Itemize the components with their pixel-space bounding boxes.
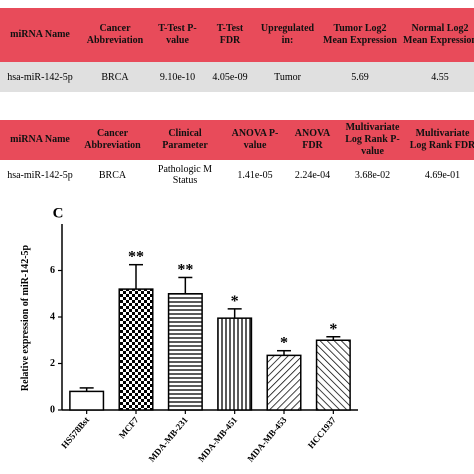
header-cell: Multivariate Log Rank P-value bbox=[340, 120, 405, 160]
cell: 1.41e-05 bbox=[237, 169, 273, 181]
cell: Tumor bbox=[274, 71, 301, 83]
significance-label: * bbox=[280, 335, 288, 352]
x-tick-label: MDA-MB-451 bbox=[196, 414, 240, 463]
x-tick-label: HCC1937 bbox=[306, 414, 338, 450]
x-tick-label: MDA-MB-453 bbox=[245, 414, 289, 463]
header-cell: ANOVA FDR bbox=[285, 120, 340, 160]
significance-label: ** bbox=[128, 249, 144, 266]
x-tick-label: MCF7 bbox=[117, 414, 141, 440]
x-tick-label: HS578Bst bbox=[59, 415, 91, 451]
significance-label: * bbox=[231, 293, 239, 310]
cell: 3.68e-02 bbox=[354, 169, 391, 181]
table: miRNA Name Cancer Abbreviation Clinical Pa… bbox=[0, 120, 474, 190]
significance-label: ** bbox=[177, 261, 193, 278]
header-cell: Cancer Abbreviation bbox=[80, 8, 150, 62]
header-cell: miRNA Name bbox=[0, 120, 80, 160]
table-2: miRNA Name Cancer Abbreviation Clinical Pa… bbox=[0, 120, 474, 190]
y-tick-label: 0 bbox=[50, 404, 55, 415]
bar bbox=[69, 390, 105, 411]
y-tick-label: 6 bbox=[50, 265, 55, 276]
header-cell: T-Test FDR bbox=[205, 8, 255, 62]
y-tick-label: 4 bbox=[50, 311, 55, 322]
cell: 5.69 bbox=[351, 71, 369, 83]
cell: hsa-miR-142-5p bbox=[7, 169, 73, 181]
bar bbox=[266, 354, 302, 411]
header-cell: Upregulated in: bbox=[255, 8, 320, 62]
bar bbox=[167, 293, 203, 411]
cell: 4.05e-09 bbox=[212, 71, 248, 83]
bar bbox=[118, 288, 154, 411]
header-cell: Cancer Abbreviation bbox=[80, 120, 145, 160]
cell: hsa-miR-142-5p bbox=[7, 71, 73, 83]
header-cell: Multivariate Log Rank FDR bbox=[405, 120, 474, 160]
cell: Pathologic M Status bbox=[157, 164, 213, 186]
x-tick-label: MDA-MB-231 bbox=[147, 414, 191, 463]
table: miRNA Name Cancer Abbreviation T-Test P-va… bbox=[0, 8, 474, 92]
cell: 4.69e-01 bbox=[424, 169, 461, 181]
bar bbox=[217, 317, 253, 411]
cell: 9.10e-10 bbox=[159, 71, 196, 83]
table-1: miRNA Name Cancer Abbreviation T-Test P-va… bbox=[0, 8, 474, 92]
header-cell: miRNA Name bbox=[0, 8, 80, 62]
header-cell: T-Test P-value bbox=[150, 8, 205, 62]
y-axis-label: Relative expression of miR-142-5p bbox=[20, 244, 31, 391]
header-cell: Tumor Log2 Mean Expression bbox=[320, 8, 400, 62]
cell: BRCA bbox=[98, 169, 127, 181]
header-cell: Clinical Parameter bbox=[145, 120, 225, 160]
header-cell: ANOVA P-value bbox=[225, 120, 285, 160]
header-cell: Normal Log2 Mean Expression bbox=[400, 8, 474, 62]
y-tick-label: 2 bbox=[50, 358, 55, 369]
cell: 4.55 bbox=[431, 71, 449, 83]
cell: 2.24e-04 bbox=[294, 169, 331, 181]
significance-label: * bbox=[329, 321, 337, 338]
panel-label: C bbox=[53, 205, 64, 221]
bar bbox=[315, 339, 351, 411]
cell: BRCA bbox=[101, 71, 129, 83]
